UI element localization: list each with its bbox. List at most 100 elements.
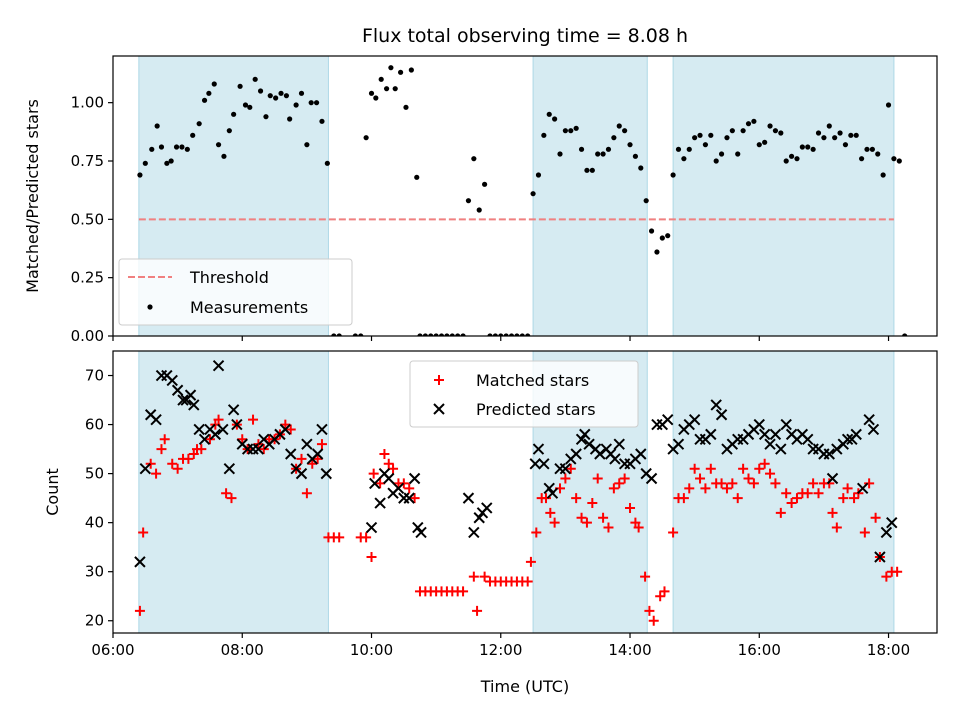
predicted-stars-point (850, 428, 862, 441)
measurement-point (226, 128, 232, 134)
matched-stars-point (312, 453, 323, 464)
measurement-point (331, 333, 337, 336)
matched-stars-point (221, 488, 232, 499)
predicted-stars-point (374, 497, 386, 509)
matched-stars-point (813, 488, 824, 499)
matched-stars-point (614, 478, 625, 489)
predicted-stars-point (613, 438, 625, 450)
measurement-point (154, 123, 160, 129)
measurement-point (373, 95, 379, 101)
legend-measurements-swatch (147, 304, 153, 310)
top-chart-title: Flux total observing time = 8.08 h (362, 25, 688, 47)
measurement-point (595, 151, 601, 157)
predicted-stars-point (635, 448, 647, 460)
measurement-point (211, 81, 217, 87)
predicted-stars-point (383, 472, 395, 485)
measurement-point (578, 146, 585, 152)
matched-stars-point (472, 605, 483, 616)
matched-stars-point (248, 414, 259, 425)
legend-threshold-label: Threshold (189, 268, 269, 287)
legend-predicted-swatch (433, 403, 445, 415)
x-tick-label: 18:00 (867, 641, 910, 659)
matched-stars-point (644, 605, 655, 616)
measurement-point (397, 69, 404, 75)
matched-stars-point (754, 463, 765, 474)
predicted-stars-point (886, 516, 898, 529)
measurement-point (681, 156, 687, 162)
matched-stars-point (156, 444, 167, 455)
predicted-stars-point (532, 443, 545, 455)
matched-stars-point (285, 424, 296, 435)
measurement-point (745, 121, 752, 127)
matched-stars-point (689, 463, 700, 474)
measurement-point (729, 128, 735, 134)
bottom-y-tick-label: 30 (85, 563, 104, 581)
predicted-stars-point (559, 462, 572, 475)
bottom-legend: Matched stars Predicted stars (409, 360, 639, 428)
matched-stars-point (560, 473, 571, 484)
matched-stars-point (409, 493, 420, 504)
predicted-stars-point (316, 423, 328, 436)
measurement-point (383, 86, 390, 92)
bottom-axes-frame (112, 350, 938, 634)
predicted-stars-point (227, 404, 240, 416)
x-tick-label: 14:00 (608, 641, 651, 659)
x-tick-label: 08:00 (221, 641, 264, 659)
matched-stars-point (576, 512, 587, 523)
predicted-stars-point (301, 438, 313, 450)
measurement-point (242, 102, 249, 108)
matched-stars-point (404, 483, 415, 494)
matched-stars-point (196, 444, 207, 455)
bottom-y-tick-label: 50 (85, 465, 104, 483)
x-axis-label: Time (UTC) (480, 677, 569, 696)
measurement-point (257, 88, 264, 94)
measurement-point (449, 333, 455, 336)
predicted-stars-point (320, 467, 332, 480)
measurement-point (832, 135, 838, 141)
matched-stars-point (226, 493, 237, 504)
measurement-point (313, 100, 320, 106)
matched-stars-point (892, 566, 903, 577)
measurement-point (358, 333, 364, 336)
measurement-point (638, 165, 644, 171)
matched-stars-point (775, 507, 786, 518)
measurement-point (718, 151, 725, 157)
measurement-point (287, 116, 293, 122)
matched-stars-point (565, 463, 576, 474)
measurement-point (378, 76, 384, 82)
legend-measurements-label: Measurements (190, 298, 308, 317)
measurement-point (530, 191, 536, 197)
predicted-stars-point (874, 551, 886, 563)
matched-stars-point (786, 498, 797, 509)
measurement-point (821, 135, 827, 141)
measurement-point (622, 128, 628, 134)
matched-stars-point (870, 512, 881, 523)
predicted-stars-point (863, 413, 875, 426)
predicted-stars-point (408, 472, 421, 485)
top-y-tick-label: 0.00 (71, 327, 104, 345)
measurement-point (137, 172, 143, 178)
measurement-point (713, 158, 719, 164)
top-y-tick-label: 1.00 (71, 94, 104, 112)
x-tick-label: 06:00 (91, 641, 134, 659)
measurement-point (482, 181, 488, 187)
measurement-point (465, 198, 472, 204)
predicted-stars-point (823, 448, 835, 460)
predicted-stars-point (139, 462, 152, 475)
matched-stars-point (842, 483, 853, 494)
matched-stars-point (525, 556, 536, 567)
measurement-point (611, 135, 617, 141)
measurement-point (805, 144, 811, 150)
matched-stars-point (659, 586, 670, 597)
x-tick-label: 10:00 (350, 641, 393, 659)
measurement-point (525, 333, 531, 336)
predicted-stars-point (609, 453, 621, 465)
matched-stars-point (827, 507, 838, 518)
predicted-stars-point (780, 418, 792, 431)
measurement-point (896, 158, 902, 164)
predicted-stars-point (171, 384, 184, 396)
measurement-point (215, 142, 222, 148)
predicted-stars-point (231, 418, 243, 431)
matched-stars-point (592, 473, 603, 484)
measurement-point (708, 132, 714, 138)
